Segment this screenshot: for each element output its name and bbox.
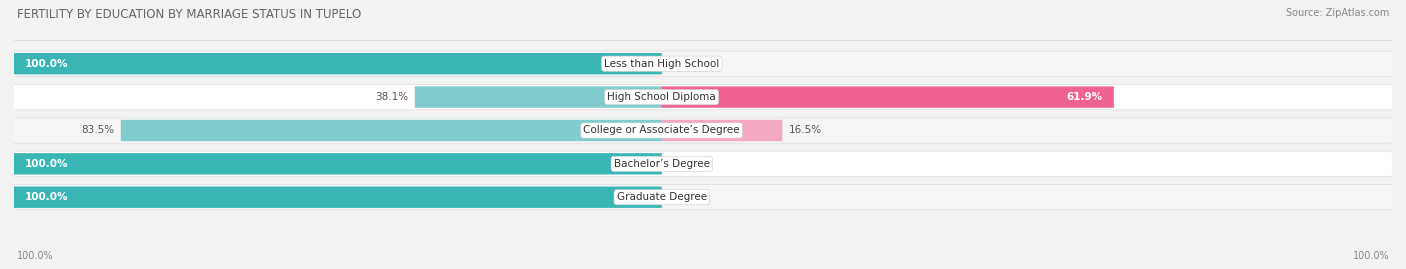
Text: 16.5%: 16.5% bbox=[789, 125, 823, 136]
Text: 0.0%: 0.0% bbox=[669, 192, 695, 202]
Text: 100.0%: 100.0% bbox=[25, 59, 69, 69]
Legend: Married, Unmarried: Married, Unmarried bbox=[633, 266, 773, 269]
FancyBboxPatch shape bbox=[14, 153, 662, 175]
Text: Source: ZipAtlas.com: Source: ZipAtlas.com bbox=[1285, 8, 1389, 18]
FancyBboxPatch shape bbox=[14, 186, 662, 208]
Text: Bachelor’s Degree: Bachelor’s Degree bbox=[613, 159, 710, 169]
FancyBboxPatch shape bbox=[415, 86, 662, 108]
FancyBboxPatch shape bbox=[14, 185, 1392, 210]
Text: High School Diploma: High School Diploma bbox=[607, 92, 716, 102]
Text: 83.5%: 83.5% bbox=[82, 125, 114, 136]
Text: 0.0%: 0.0% bbox=[669, 159, 695, 169]
Text: FERTILITY BY EDUCATION BY MARRIAGE STATUS IN TUPELO: FERTILITY BY EDUCATION BY MARRIAGE STATU… bbox=[17, 8, 361, 21]
FancyBboxPatch shape bbox=[121, 120, 662, 141]
FancyBboxPatch shape bbox=[14, 84, 1392, 110]
FancyBboxPatch shape bbox=[14, 51, 1392, 76]
Text: 61.9%: 61.9% bbox=[1067, 92, 1102, 102]
FancyBboxPatch shape bbox=[662, 86, 1114, 108]
Text: Less than High School: Less than High School bbox=[605, 59, 720, 69]
FancyBboxPatch shape bbox=[14, 118, 1392, 143]
Text: 100.0%: 100.0% bbox=[17, 251, 53, 261]
Text: Graduate Degree: Graduate Degree bbox=[617, 192, 707, 202]
Text: College or Associate’s Degree: College or Associate’s Degree bbox=[583, 125, 740, 136]
FancyBboxPatch shape bbox=[14, 53, 662, 75]
Text: 100.0%: 100.0% bbox=[1353, 251, 1389, 261]
Text: 100.0%: 100.0% bbox=[25, 159, 69, 169]
Text: 100.0%: 100.0% bbox=[25, 192, 69, 202]
Text: 0.0%: 0.0% bbox=[669, 59, 695, 69]
Text: 38.1%: 38.1% bbox=[375, 92, 408, 102]
FancyBboxPatch shape bbox=[14, 151, 1392, 176]
FancyBboxPatch shape bbox=[662, 120, 782, 141]
